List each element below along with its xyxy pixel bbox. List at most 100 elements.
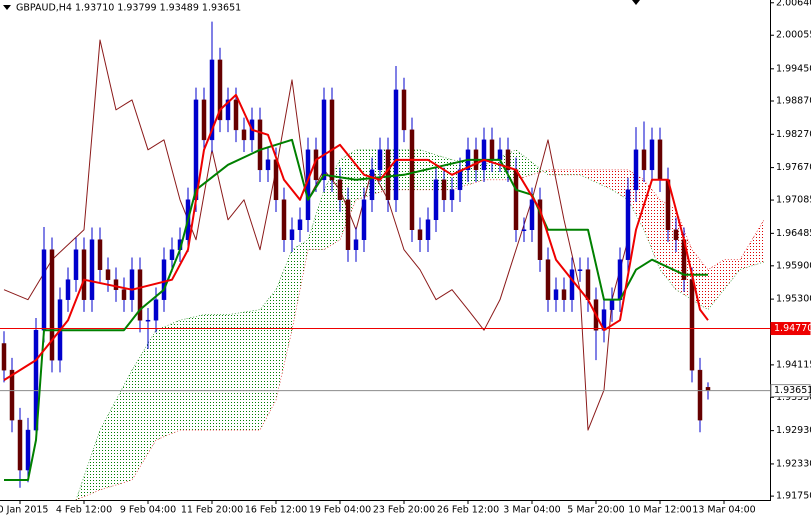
x-tick-label: 13 Mar 04:00 bbox=[692, 505, 755, 516]
candle-body bbox=[337, 179, 343, 201]
candle-body bbox=[497, 149, 503, 161]
candle-body bbox=[217, 59, 223, 121]
y-tick-label: 1.93530 bbox=[776, 392, 811, 403]
cloud-segment bbox=[308, 189, 324, 250]
cloud-segment bbox=[580, 169, 612, 190]
shift-marker bbox=[632, 0, 640, 5]
price-level-label: 1.93651 bbox=[774, 385, 811, 396]
candle-body bbox=[441, 179, 447, 201]
y-tick-label: 1.92930 bbox=[776, 425, 811, 436]
candle-body bbox=[481, 139, 487, 171]
y-tick-label: 1.94115 bbox=[776, 359, 811, 370]
candle-body bbox=[145, 319, 151, 322]
cloud-edge bbox=[75, 169, 765, 501]
candle-body bbox=[281, 199, 287, 240]
cloud-segment bbox=[644, 179, 660, 270]
candle-body bbox=[417, 229, 423, 240]
candle-body bbox=[345, 199, 351, 250]
candle-body bbox=[529, 199, 535, 230]
candle-body bbox=[617, 259, 623, 300]
x-tick-label: 26 Feb 12:00 bbox=[437, 505, 499, 516]
candle-body bbox=[153, 299, 159, 321]
candle-body bbox=[97, 239, 103, 270]
y-tick-label: 1.99450 bbox=[776, 63, 811, 74]
candle-body bbox=[353, 239, 359, 250]
candle-body bbox=[137, 269, 143, 321]
y-tick-label: 1.98270 bbox=[776, 129, 811, 140]
indicator-line bbox=[3, 93, 709, 381]
symbol-menu-icon[interactable] bbox=[3, 5, 11, 10]
cloud-segment bbox=[100, 370, 132, 491]
candle-body bbox=[225, 99, 231, 121]
cloud-segment bbox=[708, 259, 724, 310]
x-tick-label: 11 Feb 20:00 bbox=[181, 505, 243, 516]
candle-body bbox=[25, 429, 31, 471]
cloud-segment bbox=[292, 239, 308, 331]
candle-body bbox=[521, 229, 527, 231]
candle-body bbox=[289, 229, 295, 240]
candle-body bbox=[513, 169, 519, 230]
candle-body bbox=[425, 219, 431, 240]
candle-body bbox=[545, 259, 551, 300]
candle-body bbox=[625, 189, 631, 260]
candle-body bbox=[321, 99, 327, 181]
cloud-segment bbox=[180, 314, 204, 431]
cloud-segment bbox=[156, 320, 180, 441]
candle-body bbox=[17, 419, 23, 471]
candle-body bbox=[377, 149, 383, 171]
y-tick-label: 1.98870 bbox=[776, 95, 811, 106]
cloud-segment bbox=[324, 159, 340, 250]
y-tick-label: 1.92330 bbox=[776, 458, 811, 469]
cloud-segment bbox=[612, 169, 628, 200]
candle-body bbox=[457, 169, 463, 191]
x-tick-label: 10 Mar 12:00 bbox=[628, 505, 691, 516]
cloud-segment bbox=[724, 259, 740, 290]
candle-body bbox=[209, 59, 215, 141]
y-tick-label: 1.96485 bbox=[776, 228, 811, 239]
candle-body bbox=[569, 269, 575, 300]
y-tick-label: 2.00055 bbox=[776, 30, 811, 41]
candle-body bbox=[433, 179, 439, 221]
candle-body bbox=[449, 189, 455, 201]
x-tick-label: 19 Feb 04:00 bbox=[309, 505, 371, 516]
candle-body bbox=[89, 239, 95, 300]
candle-body bbox=[241, 129, 247, 141]
candle-body bbox=[401, 89, 407, 131]
price-level-label: 1.94770 bbox=[774, 323, 811, 334]
candle-body bbox=[257, 119, 263, 171]
candle-body bbox=[201, 99, 207, 141]
cloud-edge bbox=[75, 149, 765, 501]
price-level-box bbox=[770, 384, 811, 398]
candle-body bbox=[393, 89, 399, 201]
cloud-segment bbox=[516, 149, 548, 180]
candle-body bbox=[577, 269, 583, 271]
candle-body bbox=[1, 343, 7, 371]
candle-body bbox=[121, 289, 127, 300]
candle-body bbox=[369, 169, 375, 201]
x-tick-label: 30 Jan 2015 bbox=[0, 505, 48, 516]
symbol-header: GBPAUD,H4 1.93710 1.93799 1.93489 1.9365… bbox=[16, 3, 241, 14]
candle-body bbox=[553, 289, 559, 300]
candle-body bbox=[697, 369, 703, 421]
cloud-segment bbox=[388, 149, 420, 190]
cloud-segment bbox=[132, 330, 156, 481]
candle-body bbox=[49, 249, 55, 361]
x-tick-label: 4 Feb 12:00 bbox=[56, 505, 112, 516]
y-tick-label: 1.97085 bbox=[776, 195, 811, 206]
candle-body bbox=[641, 149, 647, 171]
candle-body bbox=[113, 279, 119, 290]
cloud-segment bbox=[740, 219, 764, 270]
candle-body bbox=[41, 249, 47, 331]
candle-body bbox=[585, 269, 591, 300]
candle-body bbox=[233, 99, 239, 131]
y-tick-label: 2.00640 bbox=[776, 0, 811, 8]
y-tick-label: 1.95300 bbox=[776, 294, 811, 305]
cloud-segment bbox=[548, 169, 580, 175]
y-tick-label: 1.97670 bbox=[776, 162, 811, 173]
cloud bbox=[3, 39, 765, 501]
candle-body bbox=[129, 269, 135, 300]
indicator-line bbox=[4, 138, 708, 482]
cloud-segment bbox=[260, 289, 276, 431]
